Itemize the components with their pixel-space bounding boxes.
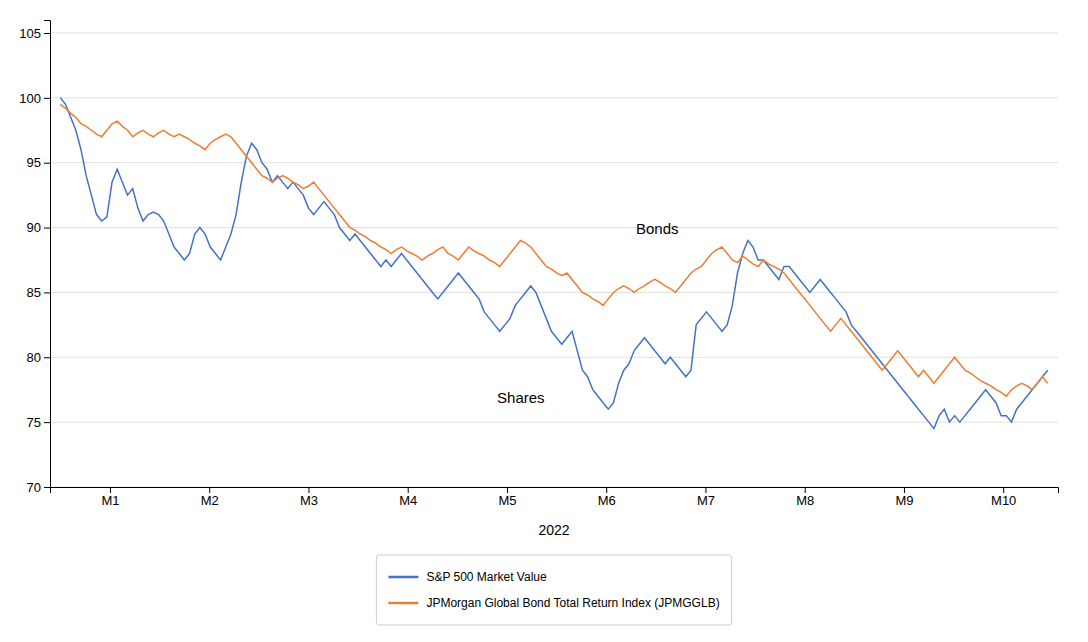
legend-entry: JPMorgan Global Bond Total Return Index … [426, 596, 719, 610]
legend-box [376, 555, 731, 625]
y-tick-mark [44, 98, 50, 99]
x-tick: M7 [697, 487, 715, 508]
y-tick: 95 [27, 155, 50, 170]
annotations: Shares Bonds [497, 220, 678, 406]
y-tick-mark [44, 422, 50, 423]
grid-line [50, 422, 1058, 423]
y-axis: 70 75 80 85 90 95 100 105 [19, 21, 50, 495]
y-tick-mark [44, 228, 50, 229]
x-tick-label: M3 [300, 493, 318, 508]
y-tick: 70 [27, 480, 50, 495]
x-tick-label: M2 [201, 493, 219, 508]
y-tick-label: 85 [27, 285, 41, 300]
x-axis: M1 M2 M3 M4 M5 M6 M7 M8 M9 M10 [51, 487, 1059, 508]
x-tick-mark [110, 487, 111, 493]
chart: M1 M2 M3 M4 M5 M6 M7 M8 M9 M10 70 75 80 85 90 95 100 105 2… [0, 0, 1088, 642]
grid-line [50, 162, 1058, 163]
x-tick-label: M8 [796, 493, 814, 508]
annotation: Bonds [636, 220, 679, 237]
y-tick-mark [44, 487, 50, 488]
y-tick: 105 [19, 26, 50, 41]
y-tick-mark [44, 163, 50, 164]
y-tick-label: 95 [27, 155, 41, 170]
y-tick: 100 [19, 90, 50, 105]
series-line [60, 98, 1047, 429]
y-tick-label: 80 [27, 350, 41, 365]
x-tick-label: M7 [697, 493, 715, 508]
x-axis-label: 2022 [538, 522, 569, 538]
x-tick-label: M5 [498, 493, 516, 508]
x-tick: M1 [101, 487, 119, 508]
x-tick-mark [606, 487, 607, 493]
x-tick-label: M9 [895, 493, 913, 508]
y-tick: 75 [27, 415, 50, 430]
grid-line [50, 97, 1058, 98]
x-tick-label: M4 [399, 493, 417, 508]
x-tick: M2 [201, 487, 219, 508]
y-tick-mark [44, 33, 50, 34]
x-tick-label: M10 [991, 493, 1016, 508]
x-tick-label: M6 [598, 493, 616, 508]
annotation: Shares [497, 389, 545, 406]
legend-swatch [388, 576, 418, 579]
grid-line [50, 357, 1058, 358]
x-tick-mark [408, 487, 409, 493]
x-tick: M10 [991, 487, 1016, 508]
x-tick-mark [308, 487, 309, 493]
y-tick: 85 [27, 285, 50, 300]
x-tick-label: M1 [101, 493, 119, 508]
x-tick-mark [1003, 487, 1004, 493]
grid-line [50, 32, 1058, 33]
series-line [60, 104, 1047, 396]
x-axis-line [51, 488, 1059, 494]
y-tick-label: 90 [27, 220, 41, 235]
x-tick-mark [705, 487, 706, 493]
legend-entry: S&P 500 Market Value [426, 570, 547, 584]
y-tick-label: 105 [19, 26, 41, 41]
x-tick: M8 [796, 487, 814, 508]
x-tick-mark [805, 487, 806, 493]
y-tick: 90 [27, 220, 50, 235]
x-tick: M4 [399, 487, 417, 508]
x-tick: M3 [300, 487, 318, 508]
legend-swatch [388, 602, 418, 605]
x-tick: M9 [895, 487, 913, 508]
x-tick: M6 [598, 487, 616, 508]
grid-line [50, 227, 1058, 228]
x-tick-mark [904, 487, 905, 493]
y-axis-line [44, 21, 51, 488]
x-tick-mark [209, 487, 210, 493]
x-tick: M5 [498, 487, 516, 508]
y-tick-label: 70 [27, 480, 41, 495]
y-tick-label: 100 [19, 90, 41, 105]
y-tick-mark [44, 357, 50, 358]
y-tick-label: 75 [27, 415, 41, 430]
lines [60, 98, 1047, 429]
y-tick: 80 [27, 350, 50, 365]
grid-line [50, 292, 1058, 293]
x-tick-mark [507, 487, 508, 493]
legend: S&P 500 Market Value JPMorgan Global Bond… [376, 555, 731, 625]
plot: M1 M2 M3 M4 M5 M6 M7 M8 M9 M10 70 75 80 85 90 95 100 105 2… [19, 21, 1058, 539]
grid [50, 33, 1058, 487]
y-tick-mark [44, 292, 50, 293]
